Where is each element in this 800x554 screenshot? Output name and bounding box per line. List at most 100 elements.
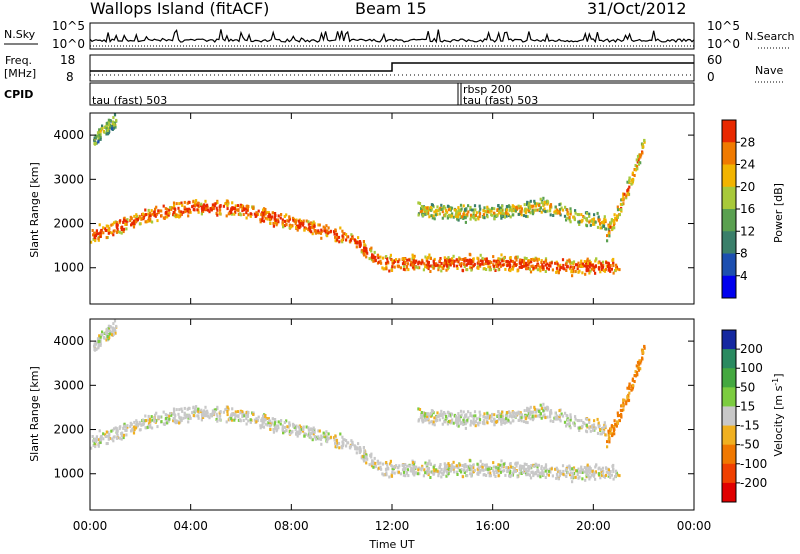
velocity-echo-cell	[317, 435, 320, 439]
velocity-echo-cell	[447, 468, 450, 471]
cpid-segment-3: tau (fast) 503	[463, 94, 538, 107]
velocity-echo-cell	[363, 452, 366, 456]
power-echo-cell	[550, 261, 553, 265]
power-echo-cell	[404, 268, 407, 272]
velocity-echo-cell	[119, 425, 122, 429]
velocity-echo-cell	[525, 420, 528, 424]
velocity-echo-cell	[596, 417, 599, 421]
velocity-echo-cell	[444, 466, 447, 470]
velocity-echo-cell	[432, 420, 435, 424]
velocity-echo-cell	[107, 430, 110, 434]
velocity-echo-cell	[585, 417, 589, 421]
power-echo-cell	[349, 240, 352, 244]
power-echo-cell	[485, 210, 488, 214]
power-echo-cell	[453, 208, 456, 212]
velocity-echo-cell	[132, 425, 136, 429]
beam-label: Beam 15	[355, 0, 427, 18]
velocity-echo-cell	[292, 424, 295, 428]
power-echo-cell	[341, 229, 344, 233]
power-echo-cell	[577, 213, 580, 217]
velocity-echo-cell	[505, 420, 508, 424]
velocity-echo-cell	[503, 421, 506, 425]
velocity-echo-cell	[593, 419, 596, 423]
velocity-echo-cell	[573, 471, 576, 475]
velocity-echo-cell	[587, 468, 590, 471]
power-echo-cell	[402, 264, 406, 268]
time-tick-label: 20:00	[576, 519, 611, 533]
velocity-echo-cell	[244, 413, 248, 417]
velocity-echo-cell	[91, 435, 94, 438]
power-echo-cell	[574, 211, 577, 215]
velocity-echo-cell	[589, 475, 592, 479]
colorbar-swatch	[722, 231, 736, 254]
velocity-echo-cell	[297, 425, 300, 429]
velocity-echo-cell	[166, 421, 169, 425]
power-echo-cell	[551, 268, 554, 272]
velocity-echo-cell	[534, 414, 537, 418]
velocity-echo-cell	[234, 417, 237, 420]
velocity-echo-cell	[471, 414, 474, 418]
power-echo-cell	[469, 266, 472, 270]
velocity-echo-cell	[264, 418, 267, 422]
power-echo-cell	[313, 229, 316, 232]
power-echo-cell	[588, 214, 591, 218]
power-echo-cell	[109, 119, 112, 122]
velocity-echo-cell	[492, 470, 495, 474]
power-echo-cell	[192, 208, 195, 211]
power-echo-cell	[105, 127, 108, 131]
velocity-echo-cell	[531, 470, 534, 474]
power-echo-cell	[262, 219, 266, 223]
velocity-echo-cell	[307, 434, 310, 438]
velocity-echo-cell	[282, 431, 285, 435]
velocity-echo-cell	[441, 416, 444, 420]
power-echo-cell	[244, 207, 248, 211]
velocity-echo-cell	[215, 412, 218, 416]
power-echo-cell	[103, 130, 106, 134]
power-echo-cell	[94, 233, 97, 237]
power-echo-cell	[492, 259, 495, 263]
power-echo-cell	[364, 249, 367, 253]
velocity-echo-cell	[529, 417, 532, 421]
power-echo-cell	[482, 213, 485, 217]
velocity-echo-cell	[295, 424, 298, 428]
power-echo-cell	[333, 230, 336, 234]
velocity-echo-cell	[531, 415, 534, 419]
power-echo-cell	[115, 225, 119, 229]
power-echo-cell	[538, 207, 541, 211]
power-echo-cell	[231, 207, 234, 211]
freq-label: Freq.	[5, 54, 32, 67]
velocity-echo-cell	[261, 425, 264, 429]
power-colorbar-tick-label: 20	[740, 180, 755, 194]
velocity-echo-cell	[305, 432, 308, 436]
velocity-echo-cell	[487, 413, 490, 417]
power-echo-cell	[325, 224, 328, 228]
velocity-range-axis-label: Slant Range [km]	[28, 366, 41, 462]
velocity-echo-cell	[529, 405, 532, 409]
power-echo-cell	[192, 204, 195, 208]
power-echo-cell	[412, 256, 416, 260]
power-echo-cell	[98, 133, 101, 137]
velocity-echo-cell	[93, 348, 97, 352]
velocity-echo-cell	[643, 344, 646, 348]
velocity-echo-cell	[410, 466, 413, 470]
velocity-echo-cell	[283, 430, 286, 434]
power-echo-cell	[523, 203, 526, 207]
time-tick-label: 04:00	[173, 519, 208, 533]
velocity-echo-cell	[255, 420, 258, 424]
power-echo-cell	[548, 261, 552, 265]
velocity-echo-cell	[225, 420, 228, 424]
velocity-echo-cell	[376, 460, 380, 463]
velocity-echo-cell	[519, 411, 522, 415]
velocity-echo-cell	[526, 408, 529, 412]
power-echo-cell	[362, 240, 365, 243]
power-echo-cell	[571, 274, 574, 278]
power-echo-cell	[485, 257, 488, 261]
power-echo-cell	[307, 228, 310, 232]
power-echo-cell	[243, 208, 246, 212]
power-echo-cell	[377, 260, 380, 264]
power-echo-cell	[187, 214, 190, 218]
velocity-echo-cell	[634, 374, 637, 378]
power-echo-cell	[277, 214, 280, 218]
power-echo-cell	[616, 208, 620, 212]
power-echo-cell	[218, 211, 221, 215]
